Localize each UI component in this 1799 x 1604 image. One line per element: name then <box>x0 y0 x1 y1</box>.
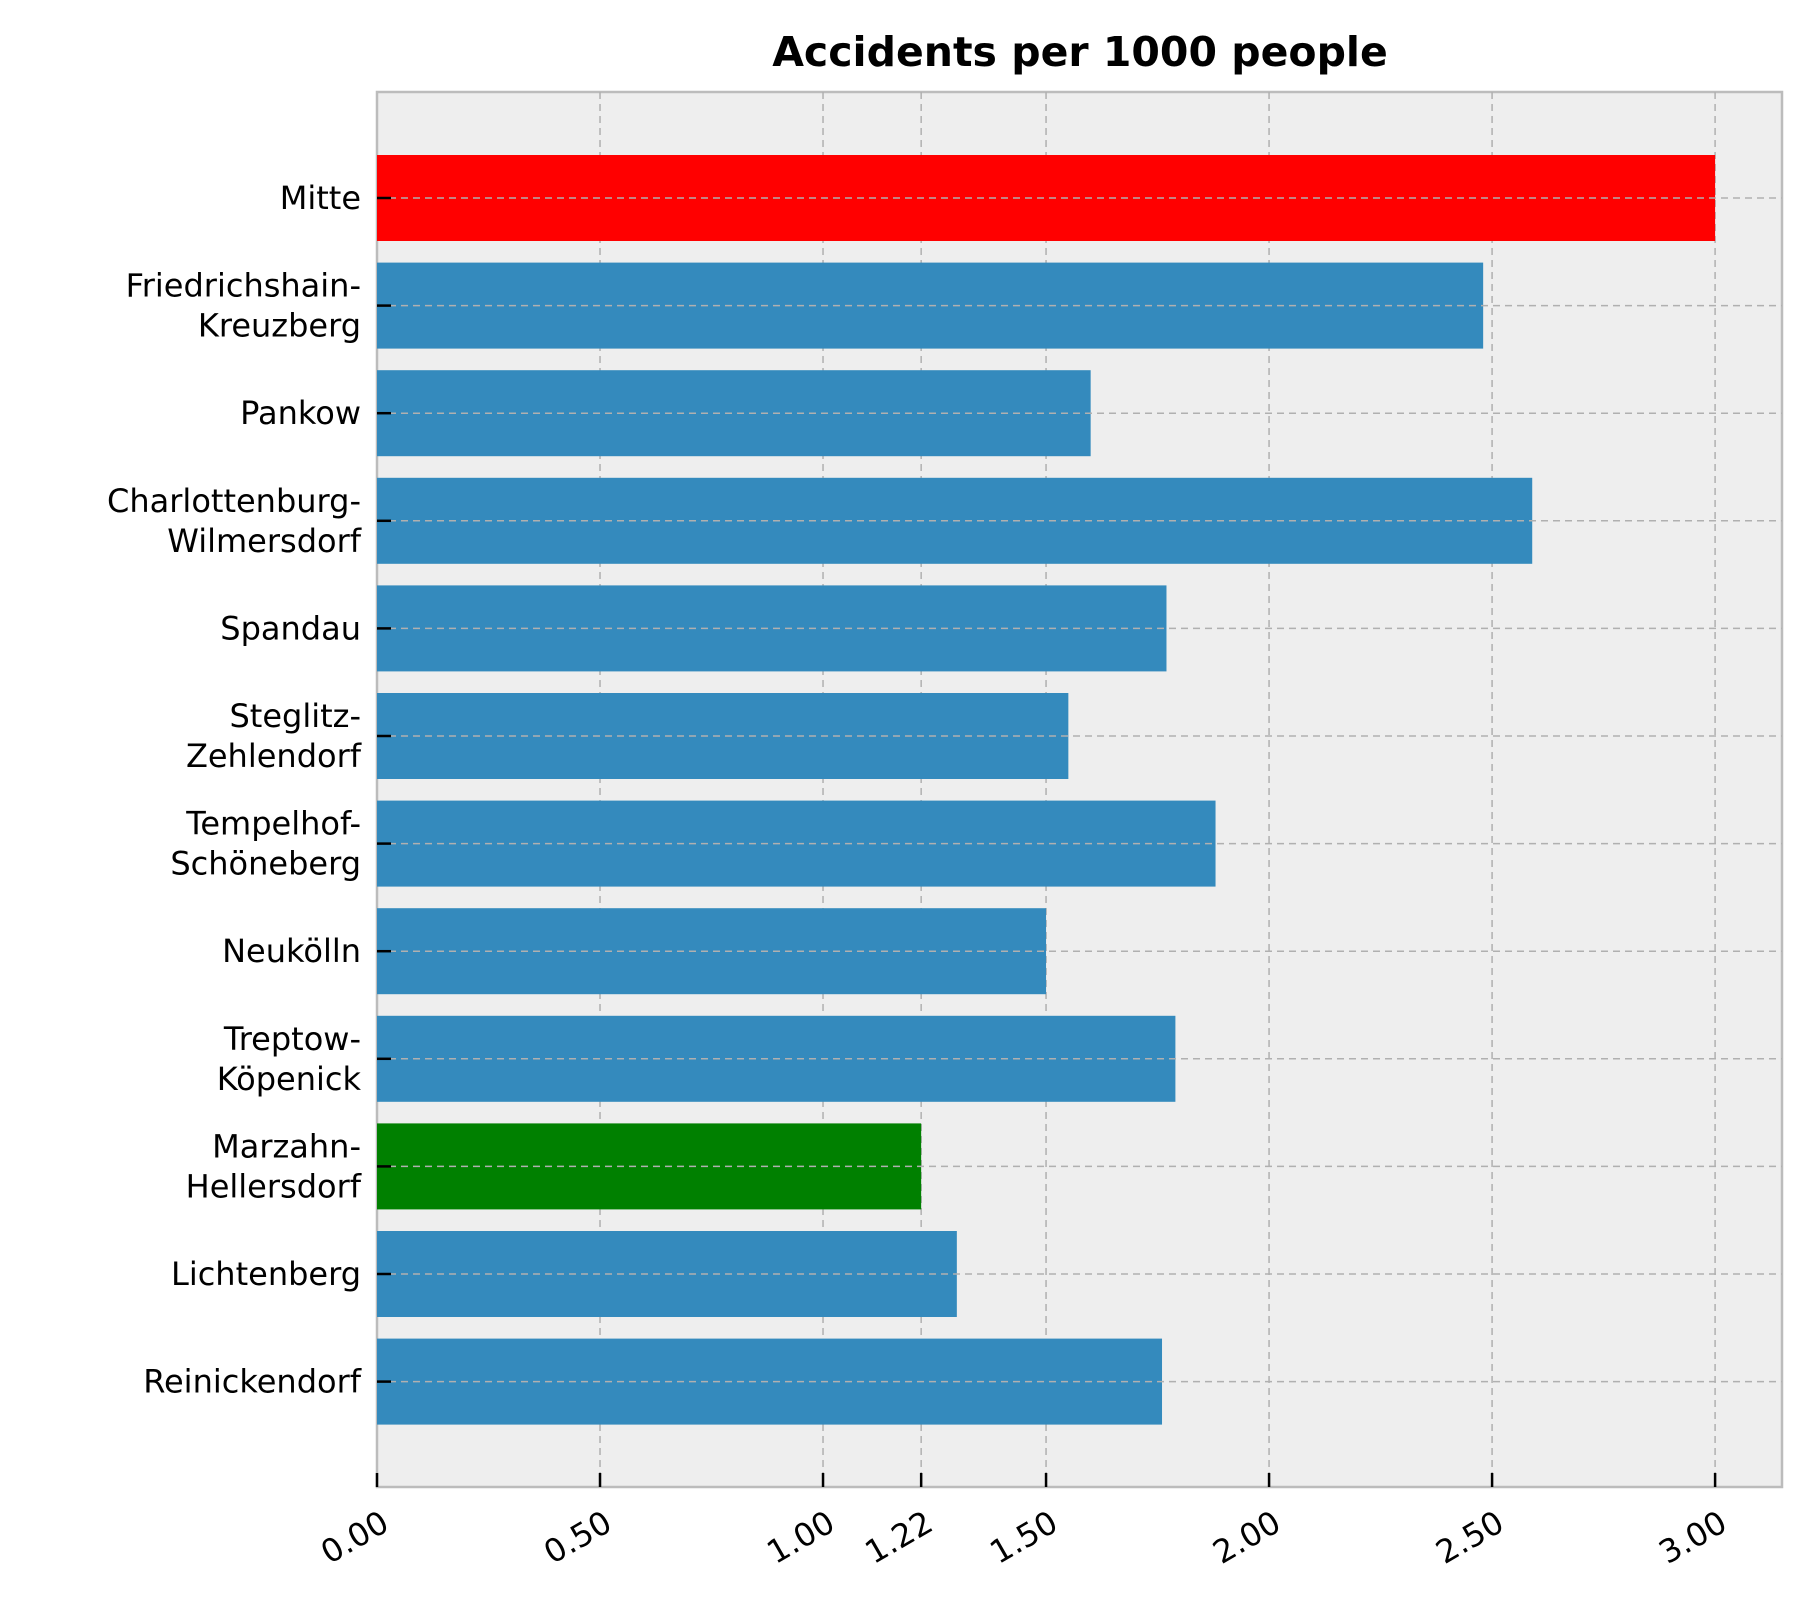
y-tick-label-7: Neukölln <box>222 932 361 970</box>
x-tick-label-0: 0.00 <box>314 1503 395 1572</box>
x-tick-label-6: 2.50 <box>1429 1503 1510 1572</box>
bar-4 <box>377 585 1167 672</box>
bar-11 <box>377 1338 1163 1425</box>
y-tick-label-line: Zehlendorf <box>186 737 362 775</box>
y-tick-label-11: Reinickendorf <box>143 1363 362 1401</box>
y-tick-label-line: Friedrichshain- <box>126 267 361 305</box>
y-tick-label-line: Treptow- <box>223 1020 361 1058</box>
chart-title: Accidents per 1000 people <box>772 28 1388 76</box>
y-tick-label-line: Pankow <box>240 394 361 432</box>
y-tick-label-line: Kreuzberg <box>198 307 361 345</box>
x-tick-label-5: 2.00 <box>1206 1503 1287 1572</box>
y-tick-label-line: Reinickendorf <box>143 1363 362 1401</box>
x-tick-label-7: 3.00 <box>1652 1503 1733 1572</box>
y-tick-label-0: Mitte <box>280 179 361 217</box>
y-tick-label-line: Charlottenburg- <box>107 482 361 520</box>
x-tick-label-1: 0.50 <box>537 1503 618 1572</box>
bar-5 <box>377 693 1069 779</box>
x-tick-label-4: 1.50 <box>983 1503 1064 1572</box>
y-tick-label-9: Marzahn-Hellersdorf <box>186 1127 362 1205</box>
y-tick-label-line: Steglitz- <box>229 697 361 735</box>
y-tick-label-8: Treptow-Köpenick <box>217 1020 362 1098</box>
x-tick-label-3: 1.22 <box>858 1503 939 1572</box>
y-tick-label-line: Neukölln <box>222 932 361 970</box>
y-tick-label-line: Köpenick <box>217 1060 362 1098</box>
y-tick-label-line: Marzahn- <box>212 1127 361 1165</box>
x-tick-label-2: 1.00 <box>760 1503 841 1572</box>
y-tick-label-4: Spandau <box>220 609 361 647</box>
y-tick-label-1: Friedrichshain-Kreuzberg <box>126 267 361 345</box>
y-tick-label-line: Spandau <box>220 609 361 647</box>
bar-0 <box>377 155 1716 241</box>
y-tick-label-2: Pankow <box>240 394 361 432</box>
horizontal-grid-lines <box>377 197 1782 1383</box>
y-tick-label-5: Steglitz-Zehlendorf <box>186 697 362 775</box>
y-axis-tick-labels: Mitte Friedrichshain-Kreuzberg Pankow Charl… <box>107 179 391 1401</box>
y-tick-label-line: Lichtenberg <box>171 1255 361 1293</box>
y-tick-label-line: Mitte <box>280 179 361 217</box>
y-tick-label-10: Lichtenberg <box>171 1255 361 1293</box>
y-tick-label-line: Wilmersdorf <box>167 522 361 560</box>
y-tick-label-line: Tempelhof- <box>185 805 361 843</box>
y-tick-label-3: Charlottenburg-Wilmersdorf <box>107 482 362 560</box>
y-tick-label-line: Hellersdorf <box>186 1167 362 1205</box>
y-tick-label-6: Tempelhof-Schöneberg <box>170 805 361 883</box>
y-tick-label-line: Schöneberg <box>170 845 361 883</box>
